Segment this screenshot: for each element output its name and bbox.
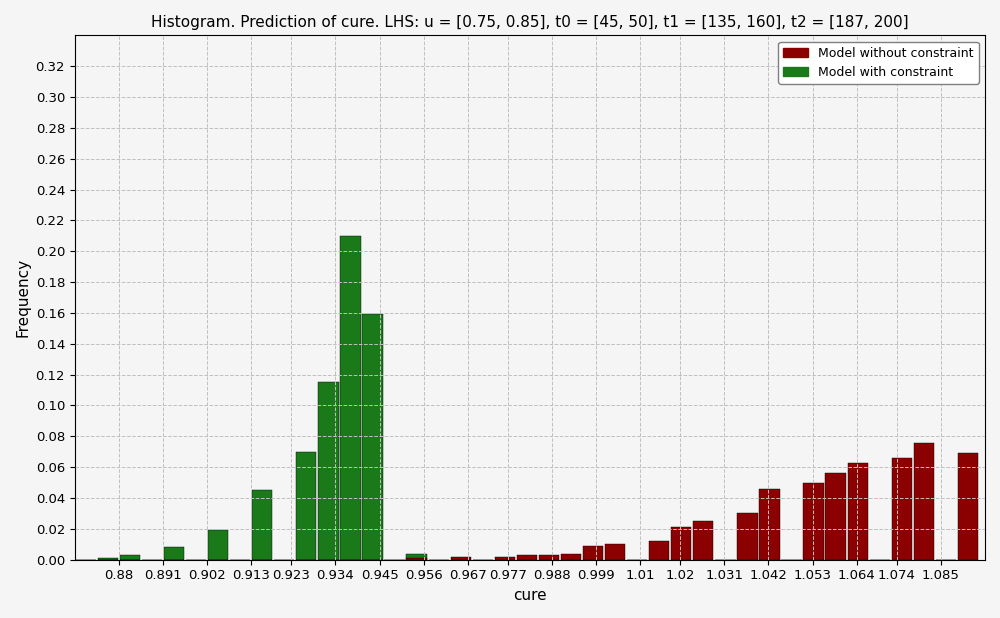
- Bar: [318, 383, 339, 560]
- Bar: [693, 521, 713, 560]
- Bar: [362, 315, 383, 560]
- Bar: [605, 544, 625, 560]
- Legend: Model without constraint, Model with constraint: Model without constraint, Model with con…: [778, 41, 979, 84]
- Bar: [561, 554, 581, 560]
- Bar: [848, 462, 868, 560]
- Bar: [803, 483, 824, 560]
- Bar: [539, 555, 559, 560]
- Bar: [914, 442, 934, 560]
- Bar: [164, 548, 184, 560]
- X-axis label: cure: cure: [513, 588, 547, 603]
- Bar: [649, 541, 669, 560]
- Bar: [825, 473, 846, 560]
- Bar: [737, 514, 758, 560]
- Y-axis label: Frequency: Frequency: [15, 258, 30, 337]
- Bar: [671, 527, 691, 560]
- Bar: [583, 546, 603, 560]
- Bar: [406, 554, 427, 560]
- Bar: [406, 558, 427, 560]
- Bar: [296, 452, 316, 560]
- Bar: [252, 490, 272, 560]
- Bar: [517, 555, 537, 560]
- Bar: [958, 453, 978, 560]
- Bar: [451, 557, 471, 560]
- Title: Histogram. Prediction of cure. LHS: u = [0.75, 0.85], t0 = [45, 50], t1 = [135, : Histogram. Prediction of cure. LHS: u = …: [151, 15, 909, 30]
- Bar: [892, 458, 912, 560]
- Bar: [120, 555, 140, 560]
- Bar: [98, 558, 118, 560]
- Bar: [340, 236, 361, 560]
- Bar: [495, 557, 515, 560]
- Bar: [208, 530, 228, 560]
- Bar: [759, 489, 780, 560]
